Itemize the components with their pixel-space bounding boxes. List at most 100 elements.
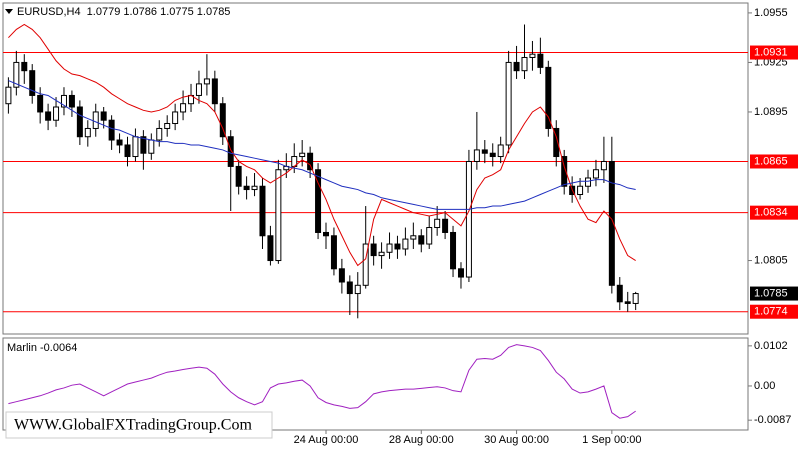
candle-body	[124, 144, 131, 158]
candle-body	[465, 160, 472, 278]
price-label: 1.0785	[754, 287, 788, 299]
candle-body	[521, 56, 528, 72]
candle-body	[600, 160, 607, 171]
candle-body	[616, 284, 623, 303]
candle-body	[140, 136, 147, 154]
candle-body	[624, 301, 631, 304]
candle-body	[148, 139, 155, 154]
candle-body	[299, 152, 306, 158]
indicator-panel-frame	[2, 337, 749, 431]
candle-body	[37, 94, 44, 113]
candle-body	[195, 83, 202, 96]
candle-body	[211, 78, 218, 105]
main-panel-frame	[2, 2, 749, 335]
candle-body	[180, 103, 187, 113]
indicator-title: Marlin -0.0064	[7, 342, 77, 354]
candle-body	[426, 227, 433, 245]
candle-body	[251, 185, 258, 191]
candle-body	[608, 160, 615, 286]
candle-body	[156, 127, 163, 141]
candle-body	[219, 103, 226, 138]
candle-body	[235, 165, 242, 187]
candle-body	[529, 53, 536, 58]
price-label-box	[750, 286, 798, 301]
candle-body	[45, 111, 52, 121]
x-tick-label: 30 Aug 00:00	[484, 434, 549, 446]
indicator-line	[8, 23, 636, 267]
y-tick-label: 1.0955	[754, 7, 788, 19]
candle-body	[108, 119, 115, 141]
level-label-box	[750, 154, 798, 169]
candle-body	[457, 268, 464, 278]
candle-body	[378, 251, 385, 257]
candle-body	[203, 78, 210, 85]
candle-body	[116, 139, 123, 146]
candle-body	[386, 243, 393, 253]
candle-body	[513, 61, 520, 72]
candle-body	[450, 231, 457, 270]
candle-body	[29, 70, 36, 96]
candle-body	[259, 185, 266, 237]
candle-body	[632, 293, 639, 304]
chart-title: EURUSD,H4 1.0779 1.0786 1.0775 1.0785	[17, 6, 230, 18]
candle-body	[434, 218, 441, 229]
candle-body	[537, 53, 544, 68]
candle-body	[21, 61, 28, 72]
candle-body	[473, 149, 480, 162]
candle-body	[5, 86, 12, 105]
watermark: WWW.GlobalFXTradingGroup.Com	[14, 417, 252, 434]
candle-body	[267, 235, 274, 262]
watermark-box: WWW.GlobalFXTradingGroup.Com	[5, 411, 273, 439]
candle-body	[545, 66, 552, 129]
candle-body	[402, 238, 409, 250]
candle-body	[132, 136, 139, 158]
candle-body	[370, 243, 377, 257]
candle-body	[76, 106, 83, 138]
candle-body	[481, 149, 488, 154]
watermark-bg	[5, 411, 273, 439]
candle-body	[497, 144, 504, 158]
candle-body	[100, 111, 107, 121]
x-tick-label: 28 Aug 00:00	[389, 434, 454, 446]
y-tick-label: 1.0805	[754, 254, 788, 266]
level-label-box	[750, 304, 798, 319]
candle-body	[275, 169, 282, 262]
candle-body	[84, 127, 91, 138]
candle-body	[164, 123, 171, 129]
candle-body	[505, 61, 512, 146]
candle-body	[307, 152, 314, 171]
level-label: 1.0834	[754, 207, 788, 219]
candle-body	[68, 94, 75, 108]
indicator-line	[8, 80, 636, 210]
x-tick-label: 1 Sep 00:00	[582, 434, 641, 446]
candle-body	[243, 185, 250, 191]
candle-body	[315, 169, 322, 233]
level-label-box	[750, 205, 798, 220]
candle-body	[323, 231, 329, 237]
candle-body	[592, 169, 599, 179]
candle-body	[60, 94, 67, 108]
level-label: 1.0931	[754, 46, 788, 58]
candle-body	[172, 111, 179, 125]
candle-body	[442, 218, 449, 233]
y-tick-label: 1.0895	[754, 106, 788, 118]
candle-body	[410, 235, 417, 240]
y-tick-label: 0.00	[754, 380, 775, 392]
candle-body	[92, 111, 99, 129]
y-tick-label: -0.0087	[754, 414, 791, 426]
candle-body	[553, 127, 560, 158]
x-tick-label: 24 Aug 00:00	[294, 434, 359, 446]
candle-body	[227, 136, 234, 167]
candle-body	[561, 156, 568, 187]
candle-body	[346, 281, 353, 295]
candle-body	[577, 185, 584, 196]
candle-body	[13, 61, 20, 88]
candle-body	[330, 235, 337, 270]
menu-triangle	[5, 9, 13, 14]
indicator-line	[8, 344, 636, 419]
candle-body	[394, 243, 401, 250]
candle-body	[418, 235, 425, 245]
y-tick-label: 0.0102	[754, 340, 788, 352]
